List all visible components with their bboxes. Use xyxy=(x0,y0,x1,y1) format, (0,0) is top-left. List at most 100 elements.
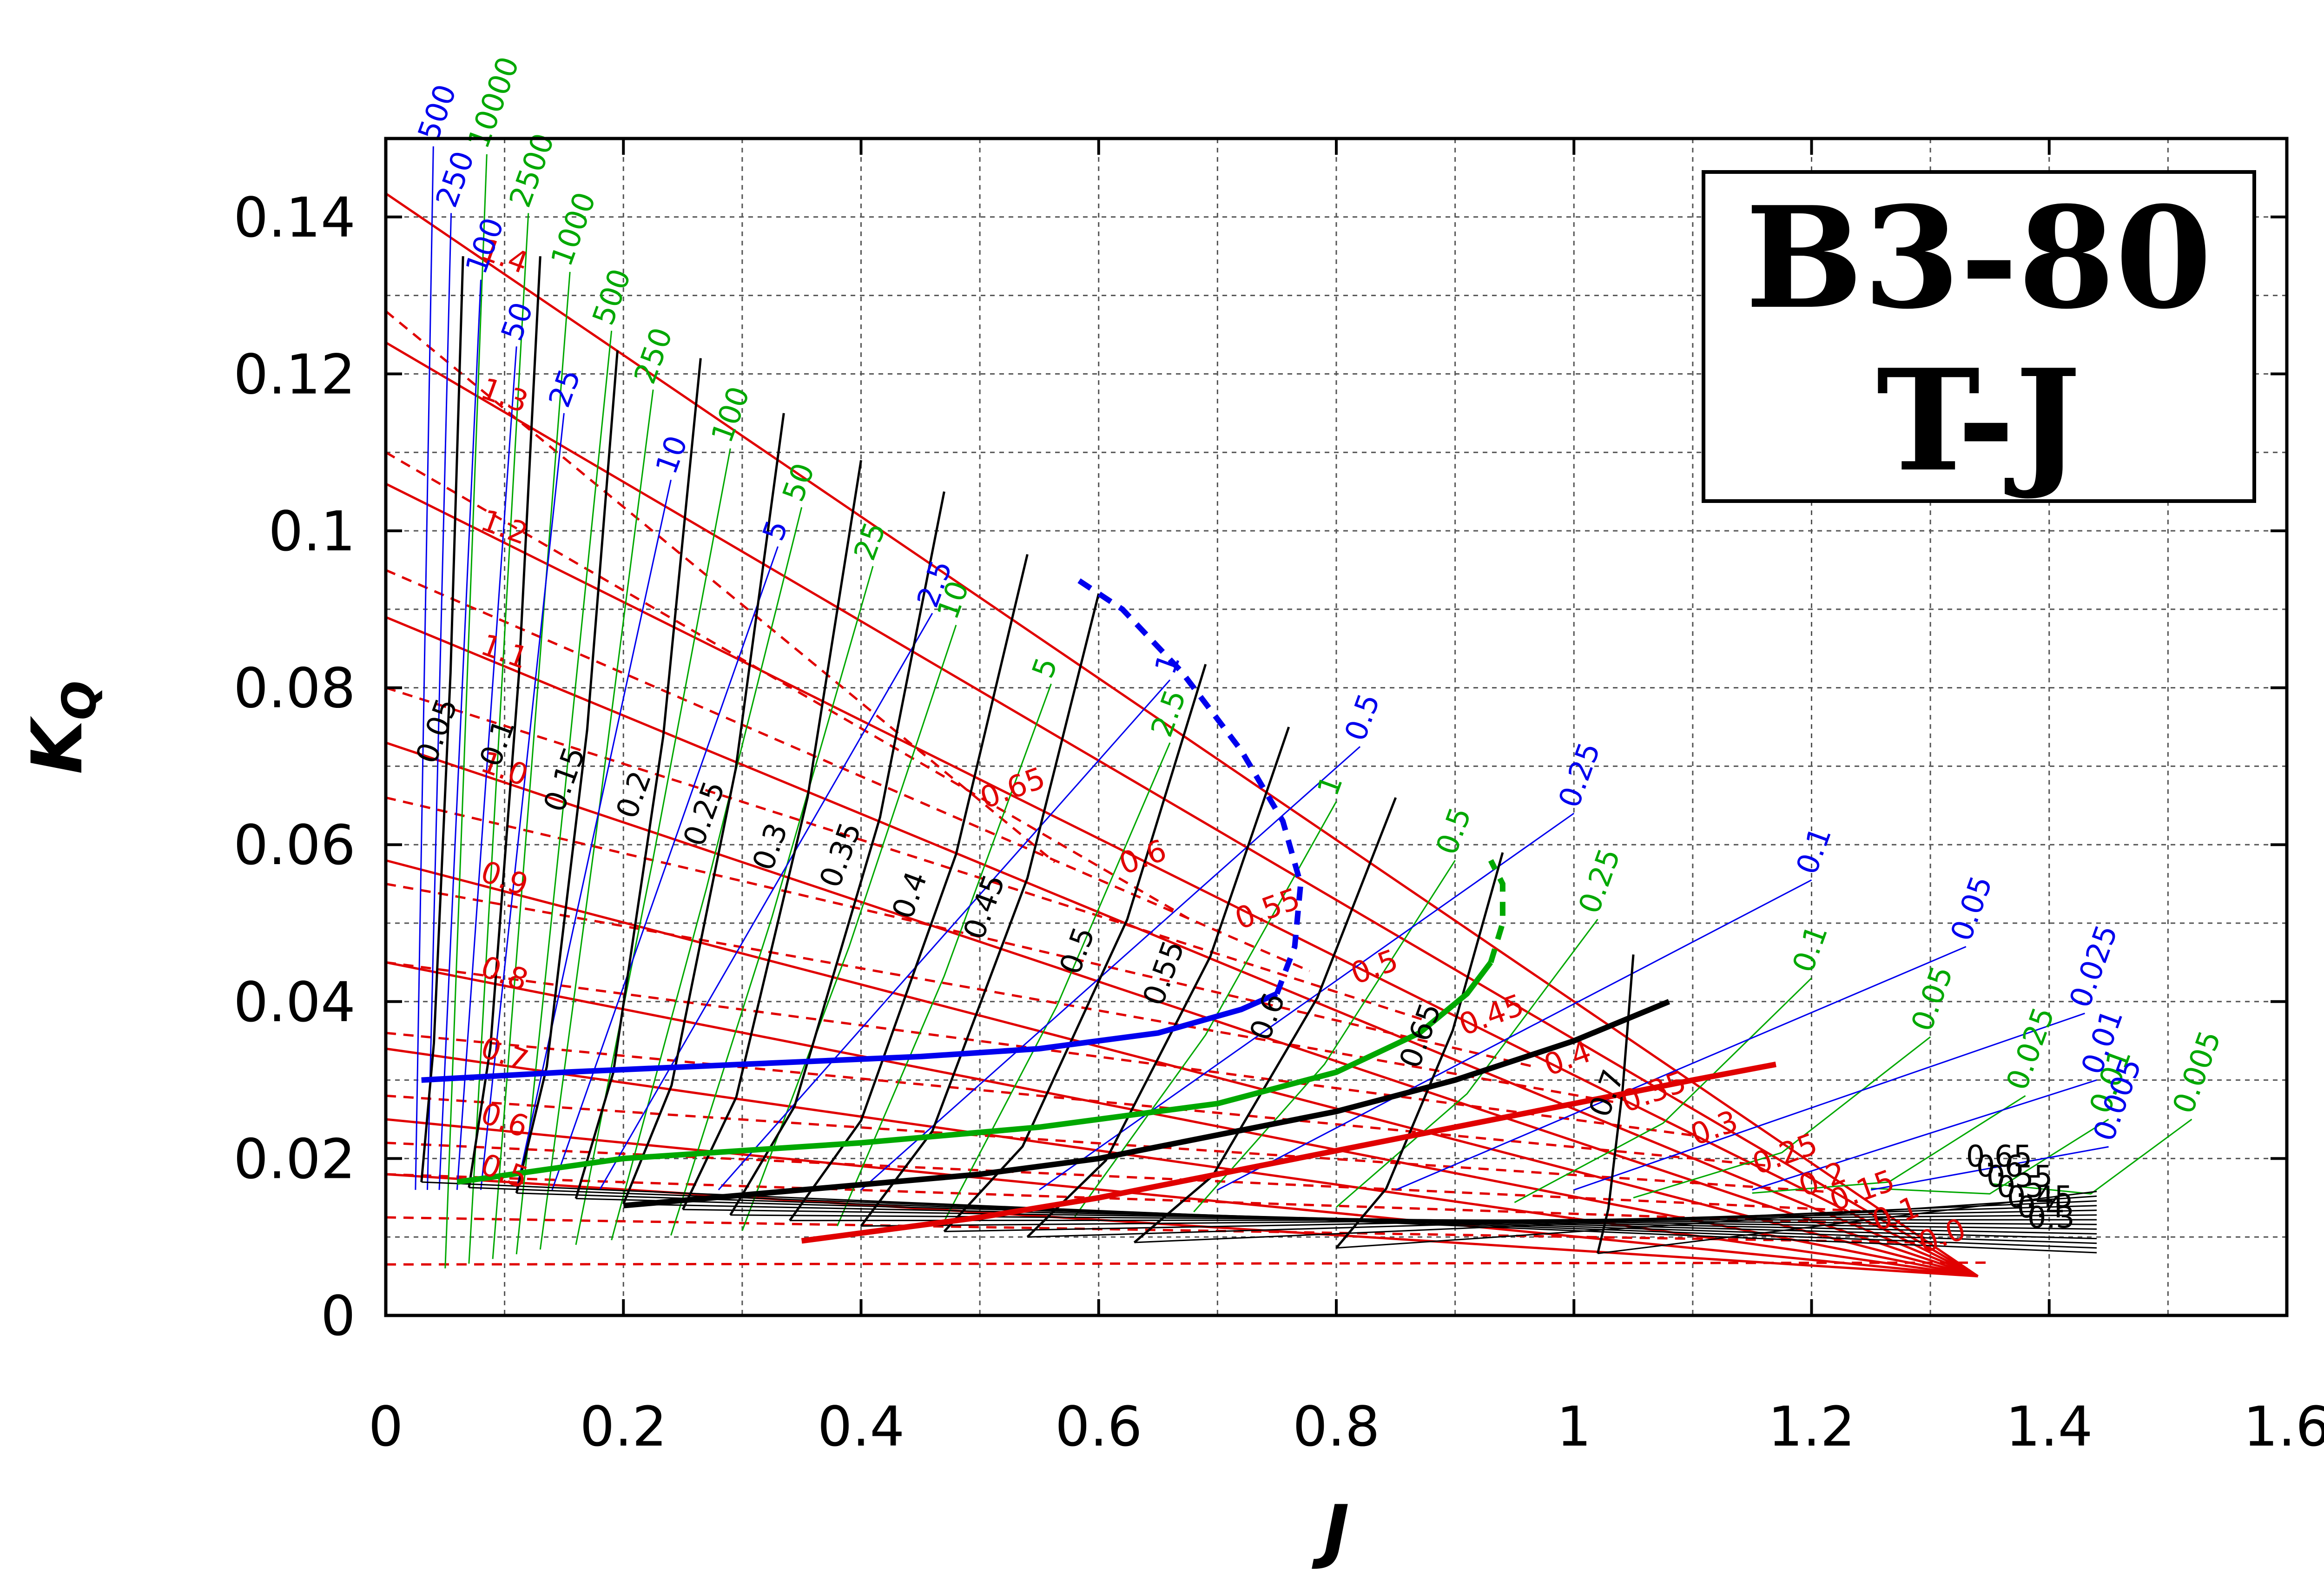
blue-line-0-5 xyxy=(860,746,1361,1191)
green-line-100 xyxy=(575,448,731,1245)
pd-solid-line-1-0 xyxy=(385,741,1979,1277)
blue-line-250 xyxy=(427,213,452,1190)
pd-dashed-line-0-2 xyxy=(385,1142,1874,1213)
y-tick-label: 0.02 xyxy=(233,1127,356,1191)
green-line-0-1 xyxy=(1514,978,1812,1203)
sigma-curve-0-6 xyxy=(1133,797,1397,1243)
title-box-line2: T-J xyxy=(1876,338,2081,502)
optimum-blue-dashed xyxy=(1073,575,1304,995)
sigma-tail-0-6 xyxy=(1134,1200,2097,1243)
blue-line-0-05 xyxy=(1395,946,1967,1191)
y-tick-label: 0.04 xyxy=(233,970,356,1034)
y-tick-label: 0.06 xyxy=(233,813,356,877)
sigma-curve-0-55 xyxy=(1026,727,1290,1238)
pd-solid-line-1-1 xyxy=(385,616,1979,1277)
sigma-tail-label-0-3-6: 0.3 xyxy=(2027,1201,2075,1235)
sigma-tail-0-5 xyxy=(944,1209,2097,1232)
optimum-green-solid xyxy=(456,960,1493,1185)
sigma-curve-0-2 xyxy=(574,358,702,1199)
pd-dashed-line-0-6 xyxy=(385,451,1195,923)
sigma-curve-0-5 xyxy=(943,664,1207,1233)
x-tick-label: 1.4 xyxy=(2006,1394,2093,1459)
pd-solid-line-1-2 xyxy=(385,482,1979,1277)
green-line-250 xyxy=(539,390,654,1250)
green-line-500 xyxy=(515,330,613,1255)
sigma-tail-label-0-65-0: 0.65 xyxy=(1966,1139,2033,1174)
sigma-curve-0-35 xyxy=(729,491,945,1216)
x-tick-label: 0.4 xyxy=(818,1394,905,1459)
sigma-tail-0-55 xyxy=(1027,1205,2097,1238)
x-tick-label: 1.2 xyxy=(1768,1394,1855,1459)
blue-line-5 xyxy=(551,546,779,1190)
svg-text:KQ: KQ xyxy=(17,680,106,774)
blue-line-0-005 xyxy=(1871,1146,2109,1191)
blue-line-25 xyxy=(480,413,565,1190)
sigma-curve-0-25 xyxy=(622,413,785,1205)
optimum-green-dashed xyxy=(1488,859,1505,964)
sigma-curve-0-1 xyxy=(468,256,541,1188)
pd-solid-line-1-4 xyxy=(385,192,1979,1277)
sigma-curve-0-45 xyxy=(860,593,1100,1227)
blue-lines-layer xyxy=(415,146,2109,1191)
sigma-tail-label-0-4-5: 0.4 xyxy=(2017,1190,2065,1225)
pd-dashed-line-0-65 xyxy=(385,310,1056,863)
green-line-10000 xyxy=(444,154,488,1268)
blue-line-0-025 xyxy=(1573,1012,2085,1191)
green-line-0-05 xyxy=(1633,1036,1931,1199)
sigma-tail-label-0-45-4: 0.45 xyxy=(2007,1180,2073,1215)
axis-layer: 0 0.2 0.4 0.6 0.8 1 1.2 1.4 1.6 0 0.02 0.04 0.06 0.08… xyxy=(233,139,2324,1459)
green-line-0-025 xyxy=(1752,1095,2026,1194)
pd-solid-line-0-6 xyxy=(385,1118,1978,1278)
green-line-0-25 xyxy=(1336,918,1598,1208)
sigma-curves-layer xyxy=(420,256,2097,1255)
x-tick-label: 0 xyxy=(368,1394,403,1459)
sigma-tail-label-0-6-1: 0.6 xyxy=(1976,1150,2024,1184)
y-tick-label: 0.14 xyxy=(233,185,356,250)
green-line-0-005 xyxy=(1989,1118,2192,1195)
blue-line-100 xyxy=(438,279,482,1190)
y-axis-title-main: K xyxy=(17,716,98,774)
optimum-blue-solid xyxy=(421,991,1278,1083)
sigma-tail-0-65 xyxy=(1336,1195,2097,1249)
pd-dashed-line-0-0 xyxy=(385,1261,1994,1266)
y-tick-label: 0.1 xyxy=(268,499,356,563)
pd-solid-line-1-3 xyxy=(385,341,1979,1277)
sigma-tail-label-0-5-3: 0.5 xyxy=(1997,1170,2044,1204)
blue-line-0-01 xyxy=(1752,1079,2097,1191)
title-box-line1: B3-80 xyxy=(1745,176,2212,340)
sigma-tail-0-7 xyxy=(1598,1190,2097,1255)
pd-dashed-line-0-1 xyxy=(385,1216,1947,1244)
blue-line-1 xyxy=(718,679,1171,1190)
sigma-curve-0-4 xyxy=(789,554,1029,1222)
x-tick-label: 1.6 xyxy=(2243,1394,2324,1459)
pd-dashed-line-0-25 xyxy=(385,1094,1827,1193)
green-line-50 xyxy=(611,507,803,1241)
x-tick-label: 0.6 xyxy=(1055,1394,1142,1459)
sigma-tail-label-0-55-2: 0.55 xyxy=(1987,1160,2053,1194)
blue-line-2-5 xyxy=(599,613,933,1190)
pd-dashed-line-0-5 xyxy=(385,687,1426,1022)
green-line-2500 xyxy=(468,213,529,1264)
green-line-25 xyxy=(670,566,874,1236)
sigma-curve-0-7 xyxy=(1596,954,1635,1254)
sigma-curve-0-65 xyxy=(1335,852,1504,1249)
green-line-1000 xyxy=(492,271,571,1259)
y-axis-title-sub: Q xyxy=(52,680,106,720)
x-tick-label: 1 xyxy=(1557,1394,1591,1459)
green-line-2-5 xyxy=(944,742,1171,1222)
pd-dashed-line-0-15 xyxy=(385,1173,1904,1226)
blue-line-50 xyxy=(456,346,517,1190)
blue-line-0-1 xyxy=(1217,879,1812,1191)
optimum-black xyxy=(623,999,1670,1209)
y-tick-label: 0.12 xyxy=(233,342,356,406)
y-axis-title: KQ xyxy=(17,680,106,774)
x-tick-label: 0.8 xyxy=(1293,1394,1380,1459)
sigma-curve-0-05 xyxy=(420,256,464,1183)
title-box-frame xyxy=(1702,170,2256,503)
green-line-0-01 xyxy=(1871,1118,2109,1195)
title-box: B3-80 T-J xyxy=(1702,170,2256,503)
pd-dashed-line-0-4 xyxy=(385,883,1619,1104)
sigma-curve-0-15 xyxy=(515,350,619,1194)
